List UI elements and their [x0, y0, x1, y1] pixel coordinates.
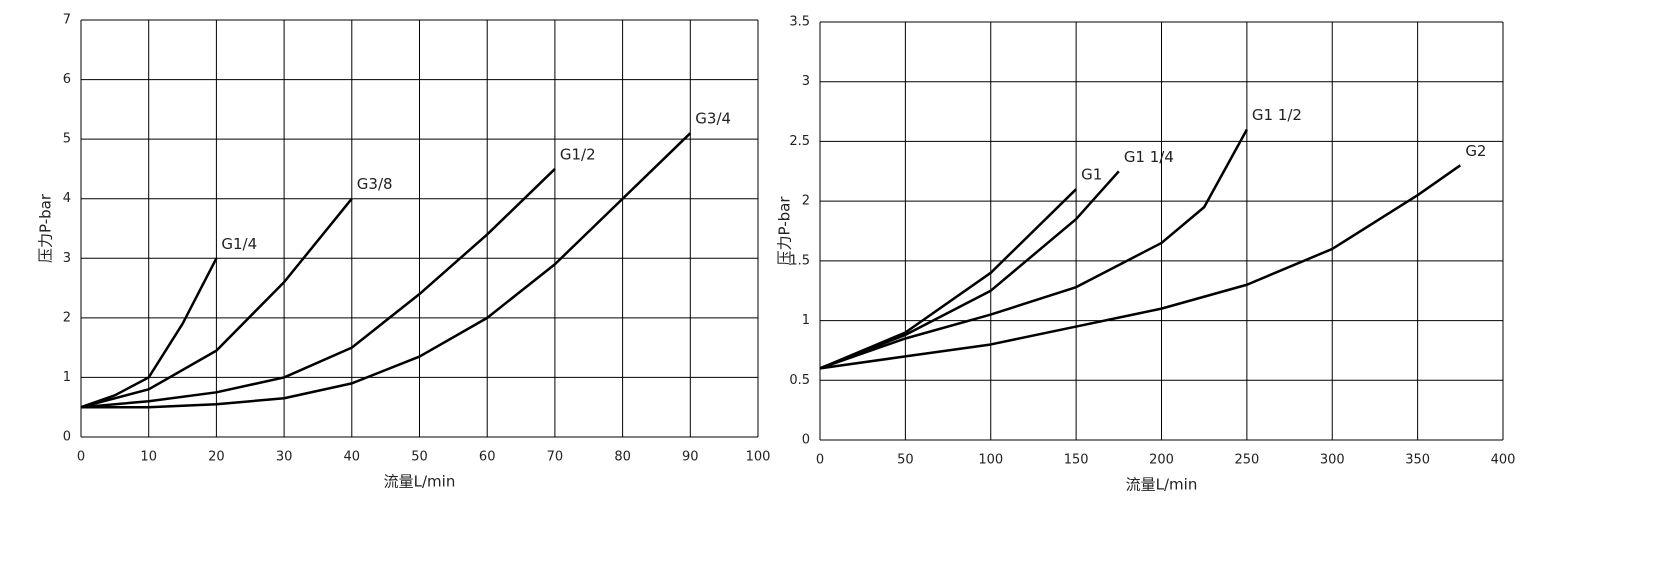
series-line	[819, 170, 1120, 370]
y-tick-label: 6	[63, 72, 71, 87]
y-tick-label: 0.5	[789, 373, 810, 388]
y-tick-label: 3	[63, 251, 71, 266]
y-tick-label: 2.5	[789, 134, 810, 149]
x-tick-label: 300	[1320, 453, 1345, 468]
y-tick-label: 1	[63, 370, 71, 385]
x-tick-label: 0	[816, 453, 824, 468]
x-tick-label: 250	[1234, 453, 1259, 468]
x-axis-label: 流量L/min	[1126, 476, 1198, 494]
series-line	[80, 168, 556, 409]
series-label: G1 1/4	[1124, 148, 1174, 166]
x-tick-label: 40	[344, 450, 361, 465]
x-tick-label: 400	[1491, 453, 1516, 468]
x-axis-label: 流量L/min	[384, 473, 456, 491]
x-tick-label: 350	[1405, 453, 1430, 468]
series-label: G2	[1465, 142, 1486, 160]
series-label: G1	[1081, 166, 1102, 184]
x-tick-label: 80	[614, 450, 631, 465]
series-line	[819, 188, 1078, 370]
x-tick-label: 30	[276, 450, 293, 465]
x-tick-label: 60	[479, 450, 496, 465]
series-line	[80, 197, 353, 409]
x-tick-label: 100	[978, 453, 1003, 468]
y-tick-label: 1.5	[789, 253, 810, 268]
x-tick-label: 10	[140, 450, 157, 465]
y-tick-label: 3	[802, 74, 810, 89]
y-tick-label: 0	[802, 433, 810, 448]
x-tick-label: 50	[411, 450, 428, 465]
x-tick-label: 50	[897, 453, 914, 468]
y-tick-label: 0	[63, 430, 71, 445]
x-tick-label: 200	[1149, 453, 1174, 468]
y-tick-label: 1	[802, 313, 810, 328]
series-label: G1 1/2	[1252, 106, 1302, 124]
y-tick-label: 2	[63, 310, 71, 325]
x-tick-label: 90	[682, 450, 699, 465]
y-axis-label: 压力P-bar	[37, 193, 55, 263]
y-tick-label: 4	[63, 191, 71, 206]
series-label: G3/8	[357, 175, 393, 193]
series-label: G1/4	[221, 235, 257, 253]
y-tick-label: 5	[63, 132, 71, 147]
series-line	[80, 257, 218, 409]
y-tick-label: 3.5	[789, 15, 810, 30]
series-line	[81, 132, 692, 409]
series-line	[819, 128, 1248, 370]
x-tick-label: 150	[1064, 453, 1089, 468]
y-axis-label: 压力P-bar	[776, 196, 794, 266]
series-label: G3/4	[695, 110, 731, 128]
x-tick-label: 70	[547, 450, 564, 465]
x-tick-label: 100	[746, 450, 771, 465]
x-tick-label: 20	[208, 450, 225, 465]
y-tick-label: 7	[63, 13, 71, 28]
y-tick-label: 2	[802, 194, 810, 209]
x-tick-label: 0	[77, 450, 85, 465]
series-line	[819, 164, 1462, 370]
series-label: G1/2	[560, 145, 596, 163]
